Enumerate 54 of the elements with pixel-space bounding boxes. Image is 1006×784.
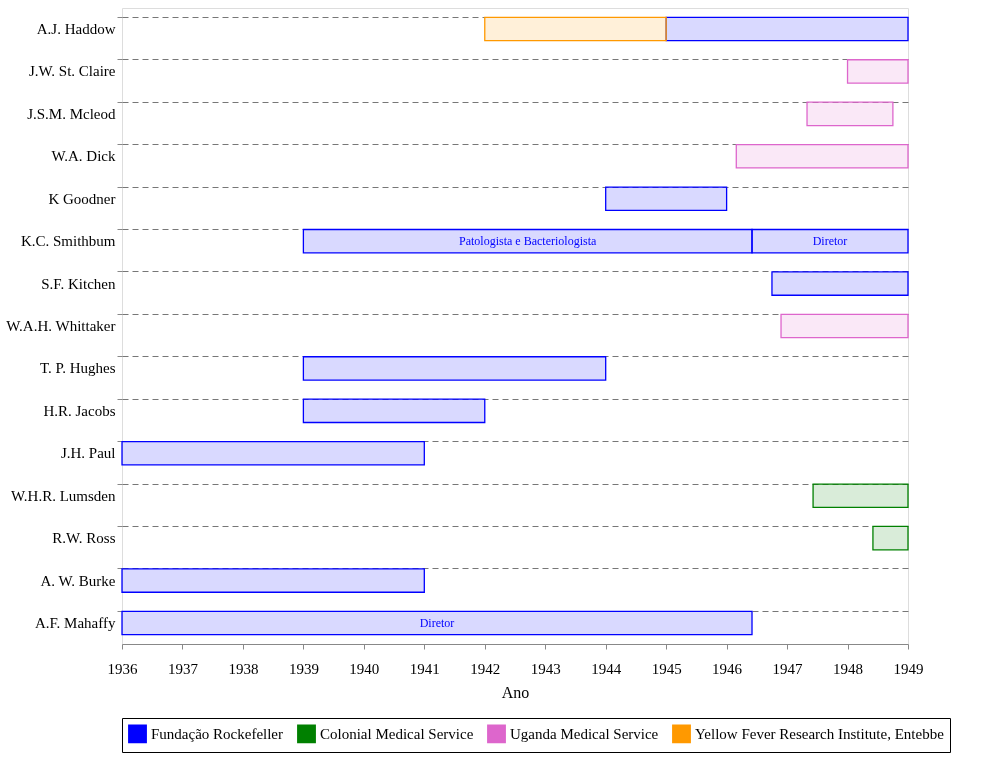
x-axis-title: Ano: [501, 683, 530, 701]
y-tick-label: K.C. Smithbum: [20, 233, 116, 250]
y-tick-label: T. P. Hughes: [39, 360, 116, 377]
y-tick-label: W.A.H. Whittaker: [6, 318, 116, 334]
bar: [780, 313, 909, 339]
bar: [121, 568, 425, 593]
y-tick-label: R.W. Ross: [52, 530, 116, 547]
y-tick-label: J.S.M. Mcleod: [27, 105, 116, 122]
legend-label: Fundação Rockefeller: [151, 725, 284, 742]
y-tick-label: K Goodner: [48, 190, 116, 207]
y-tick-label: J.W. St. Claire: [28, 63, 116, 80]
y-tick-label: J.H. Paul: [60, 445, 116, 462]
bar: [812, 483, 909, 509]
bar: [121, 610, 753, 636]
y-tick-label: S.F. Kitchen: [41, 275, 116, 292]
bar: [806, 101, 894, 127]
bar: [846, 59, 909, 84]
legend-label: Yellow Fever Research Institute, Entebbe: [695, 725, 945, 742]
bar: [771, 271, 909, 296]
x-tick-label: 1949: [893, 660, 924, 677]
legend-label: Colonial Medical Service: [320, 725, 474, 742]
bar: [121, 440, 425, 466]
x-tick-label: 1947: [772, 660, 804, 677]
data-label: Diretor: [812, 234, 848, 249]
bar: [302, 228, 753, 254]
x-tick-label: 1938: [228, 660, 259, 677]
bar: [872, 525, 909, 551]
bar: [735, 143, 909, 169]
bar: [665, 16, 909, 42]
y-tick-label: A. W. Burke: [40, 572, 116, 589]
x-tick-label: 1936: [107, 660, 138, 677]
bar: [484, 16, 667, 42]
x-tick-label: 1946: [712, 660, 743, 677]
y-tick-label: W.A. Dick: [51, 148, 116, 165]
x-tick-label: 1939: [288, 660, 319, 677]
y-tick-label: W.H.R. Lumsden: [11, 487, 116, 504]
data-label: Diretor: [419, 616, 455, 630]
x-tick-label: 1944: [591, 660, 622, 677]
x-tick-label: 1942: [470, 660, 501, 677]
y-tick-label: A.J. Haddow: [36, 21, 116, 37]
x-tick-label: 1940: [349, 660, 380, 677]
x-tick-label: 1948: [833, 660, 864, 677]
y-tick-label: H.R. Jacobs: [43, 402, 116, 419]
x-tick-label: 1941: [409, 660, 440, 677]
x-tick-label: 1945: [651, 660, 682, 677]
legend-label: Uganda Medical Service: [510, 725, 659, 742]
x-tick-label: 1937: [167, 660, 199, 677]
bar: [302, 356, 607, 381]
data-label: Patologista e Bacteriologista: [459, 234, 598, 249]
bar: [751, 228, 909, 254]
x-tick-label: 1943: [530, 660, 561, 677]
bar: [605, 186, 728, 212]
bar: [302, 398, 486, 424]
y-tick-label: A.F. Mahaffy: [34, 615, 116, 631]
